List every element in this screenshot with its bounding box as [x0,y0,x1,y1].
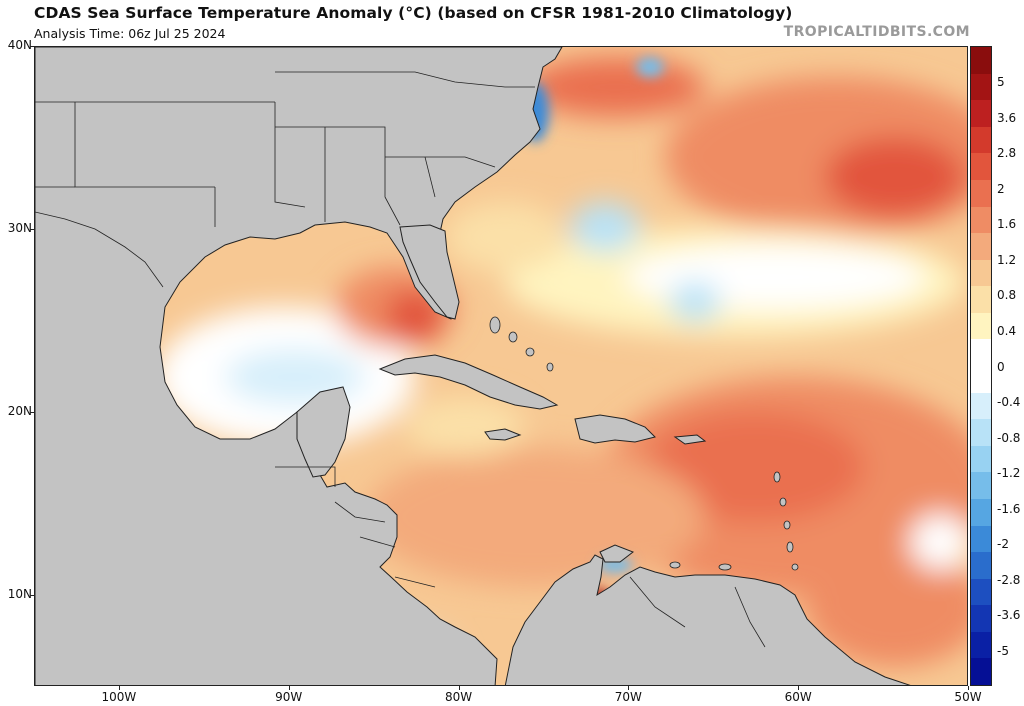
lon-label: 50W [954,690,982,704]
colorbar-segment [971,312,991,340]
lat-label: 40N [7,38,32,52]
land [35,47,911,685]
colorbar-segment [971,153,991,181]
colorbar-segment [971,605,991,633]
colorbar-label: 1.2 [997,252,1017,267]
land-yucatan [296,386,351,478]
colorbar-label: -0.4 [997,395,1021,410]
colorbar-segment [971,472,991,500]
colorbar-label: 0.4 [997,323,1017,338]
lat-tick [30,594,34,596]
colorbar-label: -1.2 [997,466,1021,481]
land-cuba [378,354,559,410]
colorbar [970,46,992,686]
lon-tick [288,686,290,690]
colorbar-segment [971,286,991,314]
lat-label: 30N [7,220,32,235]
colorbar-label: 1.6 [997,217,1017,232]
lon-label: 60W [784,690,812,704]
lat-tick [30,228,34,230]
colorbar-segment [971,366,991,394]
lon-label: 100W [101,690,137,704]
colorbar-segment [971,47,991,75]
colorbar-label: -1.6 [997,501,1021,516]
land-south-america [504,554,911,685]
colorbar-segment [971,578,991,606]
colorbar-segment [971,259,991,287]
land-north-america [35,47,563,685]
lat-tick [30,46,34,47]
small-islands [489,316,799,571]
colorbar-label: 5 [997,75,1005,89]
colorbar-segment [971,179,991,207]
colorbar-label: -0.8 [997,430,1021,445]
colorbar-segment [971,339,991,367]
colorbar-segment [971,73,991,101]
colorbar-label: -2.8 [997,572,1021,587]
lat-label: 20N [7,403,32,418]
lat-label: 10N [7,586,32,601]
colorbar-segment [971,525,991,553]
lon-label: 90W [275,690,303,704]
lon-label: 80W [444,690,473,704]
colorbar-segment [971,100,991,128]
colorbar-segment [971,233,991,261]
colorbar-label: 2.8 [997,146,1017,161]
colorbar-label: 2 [997,181,1005,196]
lon-tick [968,686,969,690]
colorbar-segment [971,445,991,473]
colorbar-label: -2 [997,537,1009,552]
colorbar-segment [971,206,991,234]
analysis-time: Analysis Time: 06z Jul 25 2024 [34,26,226,41]
colorbar-segment [971,498,991,526]
colorbar-label: 0 [997,359,1005,374]
colorbar-segment [971,419,991,447]
source-credit: TROPICALTIDBITS.COM [783,24,970,40]
lon-tick [798,686,800,690]
political-borders [35,71,766,648]
lon-label: 70W [614,690,642,704]
colorbar-label: 0.8 [997,288,1017,303]
colorbar-label: -3.6 [997,608,1021,623]
colorbar-label: -5 [997,644,1009,658]
colorbar-segment [971,658,991,686]
land-hispaniola [574,414,656,444]
lon-tick [628,686,630,690]
colorbar-segment [971,392,991,420]
lon-tick [458,686,460,690]
lat-tick [30,411,34,413]
land-puerto-rico [673,434,707,445]
land-jamaica [484,428,522,441]
land-florida [399,224,460,320]
land-guajira [599,544,635,563]
colorbar-segment [971,631,991,659]
colorbar-segment [971,552,991,580]
sst-anomaly-map[interactable] [34,46,968,686]
colorbar-segment [971,126,991,154]
colorbar-label: 3.6 [997,110,1017,125]
lon-tick [118,686,120,690]
map-title: CDAS Sea Surface Temperature Anomaly (°C… [34,4,793,22]
